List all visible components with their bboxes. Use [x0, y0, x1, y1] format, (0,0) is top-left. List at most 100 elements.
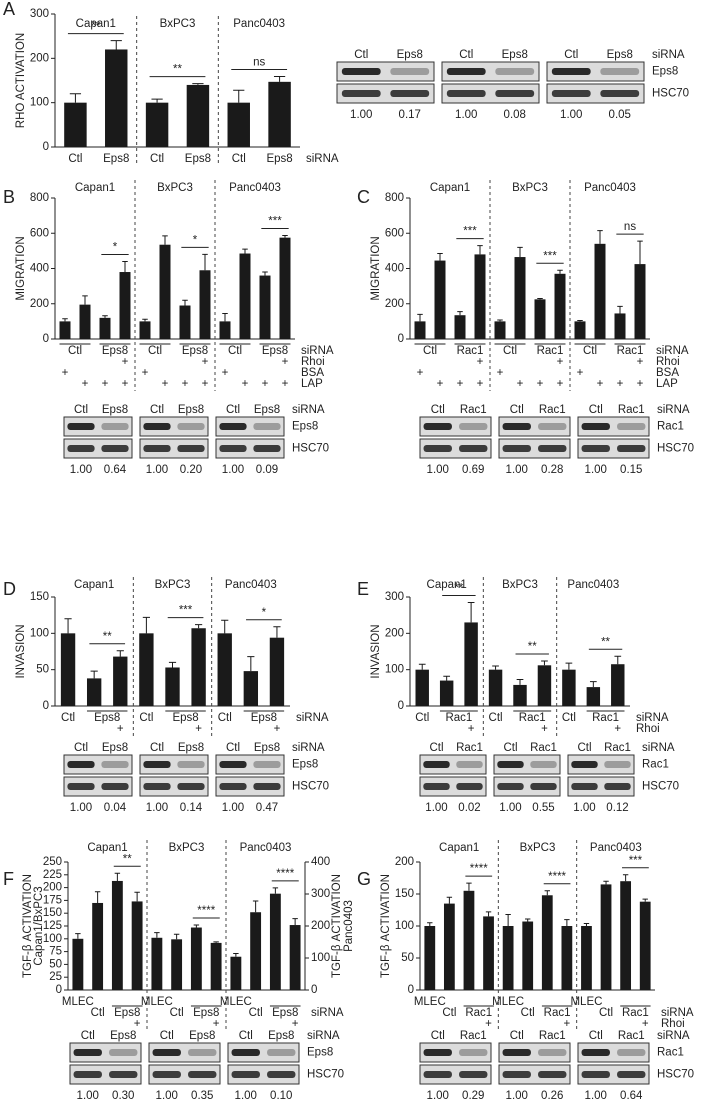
bar	[639, 901, 651, 990]
blot-band	[502, 445, 531, 452]
blot-strip	[493, 776, 561, 797]
error-bar	[637, 240, 643, 265]
panel-letter: E	[357, 579, 369, 599]
error-bar	[262, 271, 268, 276]
blot-strip	[419, 1064, 492, 1085]
condition-label: +	[262, 378, 269, 390]
blot-strip	[498, 438, 571, 459]
condition-label: Eps8	[251, 712, 277, 724]
band-label: Rac1	[642, 759, 669, 771]
y-tick-label: 125	[43, 920, 62, 932]
lane-label: Ctl	[226, 404, 240, 416]
error-bar	[564, 919, 570, 926]
error-bar	[557, 269, 563, 274]
bar	[151, 937, 163, 990]
condition-label: MLEC	[220, 996, 252, 1008]
error-bar	[565, 662, 573, 670]
band-label: HSC70	[307, 1069, 344, 1081]
y-tick-label: 0	[43, 333, 49, 345]
y-tick-label: 175	[43, 894, 62, 906]
y-tick-label: 0	[43, 700, 49, 712]
condition-label: +	[117, 723, 124, 735]
bar	[72, 938, 84, 990]
blot-strip	[577, 416, 650, 437]
panel-letter: G	[357, 869, 371, 889]
error-bar	[62, 318, 68, 322]
row-label: Rhoi	[656, 356, 680, 368]
y-tick-label: 225	[43, 869, 62, 881]
lane-label: Ctl	[74, 404, 88, 416]
error-bar	[168, 661, 177, 668]
blot-strip	[215, 754, 285, 775]
quantification: 1.00	[222, 464, 244, 476]
blot-band	[502, 423, 531, 430]
quantification: 1.00	[585, 1090, 607, 1102]
panel-letter: C	[357, 187, 370, 207]
condition-label: +	[195, 723, 202, 735]
condition-label: Ctl	[139, 712, 153, 724]
bar	[269, 893, 281, 990]
bar	[634, 264, 646, 339]
condition-label: +	[437, 378, 444, 390]
bar	[105, 49, 128, 147]
condition-label: Ctl	[148, 345, 162, 357]
blot-strip	[63, 776, 133, 797]
error-bar	[516, 678, 524, 685]
lane-label: Ctl	[510, 404, 524, 416]
condition-label: Ctl	[150, 153, 164, 165]
condition-label: +	[642, 1018, 649, 1030]
bar	[92, 902, 104, 990]
group-label: Panc0403	[229, 182, 281, 194]
blot-strip	[567, 776, 635, 797]
y-tick-label: 400	[385, 263, 404, 275]
blot-band	[551, 68, 591, 75]
error-bar	[485, 911, 492, 917]
y2-tick-label: 200	[311, 920, 330, 932]
y-tick-label: 0	[398, 333, 404, 345]
blot-strip	[498, 416, 571, 437]
condition-label: Rac1	[544, 1007, 571, 1019]
bar	[439, 680, 454, 706]
error-bar	[69, 93, 82, 103]
condition-label: Eps8	[262, 345, 288, 357]
bar	[279, 237, 291, 339]
blot-strip	[215, 416, 285, 437]
condition-label: Ctl	[228, 345, 242, 357]
condition-label: Ctl	[249, 1007, 263, 1019]
group-label: BxPC3	[155, 579, 191, 591]
error-bar	[443, 675, 451, 681]
error-bar	[110, 40, 122, 50]
condition-label: MLEC	[141, 996, 173, 1008]
significance-label: ***	[463, 226, 477, 238]
bar	[217, 633, 232, 706]
error-bar	[134, 891, 140, 902]
bar	[59, 321, 71, 339]
row-label: siRNA	[656, 345, 689, 357]
condition-label: Ctl	[583, 345, 597, 357]
band-label: Eps8	[292, 759, 318, 771]
bar	[483, 916, 494, 990]
lane-label: Ctl	[150, 404, 164, 416]
quantification: 1.00	[146, 464, 168, 476]
blot-strip	[148, 1064, 221, 1085]
blot-band	[152, 1071, 181, 1078]
quantification: 1.00	[560, 109, 582, 121]
lane-label: Eps8	[178, 742, 204, 754]
group-label: BxPC3	[160, 18, 196, 30]
blot-band	[617, 1071, 646, 1078]
band-label: HSC70	[292, 781, 329, 793]
bar	[464, 622, 478, 706]
error-bar	[90, 670, 98, 679]
lane-label: Rac1	[539, 404, 566, 416]
blot-strip	[148, 1042, 221, 1063]
lane-label: Ctl	[503, 742, 517, 754]
condition-label: +	[477, 378, 484, 390]
lane-label: Ctl	[226, 742, 240, 754]
condition-label: Rac1	[445, 712, 472, 724]
y-tick-label: 100	[385, 664, 404, 676]
y-tick-label: 150	[30, 591, 49, 603]
condition-label: MLEC	[62, 996, 94, 1008]
bar	[131, 901, 143, 990]
blot-strip	[493, 754, 561, 775]
bar	[434, 260, 446, 339]
